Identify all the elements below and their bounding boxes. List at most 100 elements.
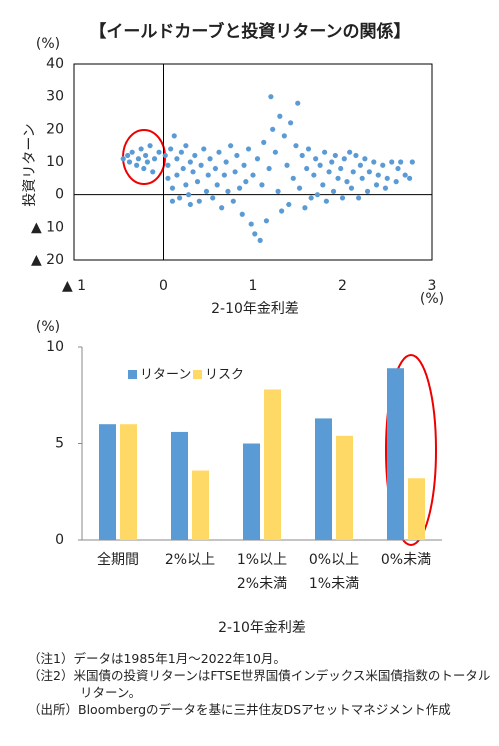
point bbox=[126, 159, 133, 165]
point bbox=[366, 169, 372, 175]
x-tick-label: 1%以上 2%未満 bbox=[236, 552, 288, 592]
point bbox=[201, 146, 207, 152]
point bbox=[248, 221, 254, 227]
point bbox=[169, 198, 176, 204]
point bbox=[329, 159, 335, 165]
point bbox=[330, 188, 337, 194]
x-axis-label: 2-10年金利差 bbox=[218, 620, 306, 636]
point bbox=[373, 182, 380, 188]
point bbox=[382, 185, 389, 191]
point bbox=[407, 175, 413, 181]
point bbox=[234, 152, 240, 159]
point bbox=[214, 182, 220, 188]
y-tick-label: 30 bbox=[46, 89, 64, 105]
point bbox=[313, 156, 319, 162]
point bbox=[171, 133, 177, 139]
point bbox=[162, 152, 168, 159]
point bbox=[308, 195, 314, 201]
point bbox=[284, 162, 290, 168]
point bbox=[198, 162, 204, 168]
point bbox=[232, 169, 238, 175]
point bbox=[277, 113, 283, 119]
bar bbox=[315, 418, 332, 540]
point bbox=[120, 156, 126, 162]
point bbox=[135, 156, 142, 162]
point bbox=[245, 146, 252, 152]
point bbox=[185, 192, 192, 198]
note: （注2）米国債の投資リターンはFTSE世界国債インデックス米国債指数のトータルリ… bbox=[28, 668, 491, 700]
note: （注1）データは1985年1月～2022年10月。 bbox=[28, 651, 286, 666]
point bbox=[169, 185, 176, 191]
point bbox=[187, 159, 193, 165]
bar bbox=[99, 424, 116, 540]
point bbox=[174, 172, 180, 178]
point bbox=[180, 165, 186, 172]
x-tick-label: 全期間 bbox=[97, 552, 139, 568]
bar bbox=[387, 368, 404, 540]
point bbox=[335, 175, 341, 181]
point bbox=[263, 218, 270, 224]
point bbox=[168, 146, 174, 152]
title: 【イールドカーブと投資リターンの関係】 bbox=[89, 21, 410, 42]
point bbox=[138, 146, 144, 152]
point bbox=[322, 149, 328, 155]
legend-swatch bbox=[128, 370, 137, 379]
point bbox=[311, 172, 317, 178]
point bbox=[395, 165, 401, 172]
point bbox=[147, 143, 153, 149]
point bbox=[165, 175, 171, 181]
point bbox=[143, 152, 149, 159]
point bbox=[270, 126, 276, 132]
x-tick-label: 0 bbox=[159, 278, 168, 294]
point bbox=[156, 149, 162, 155]
x-tick-label: 1 bbox=[249, 278, 258, 294]
y-tick-label: 10 bbox=[46, 339, 64, 355]
point bbox=[261, 139, 267, 145]
point bbox=[268, 94, 274, 100]
y-tick-label: 5 bbox=[55, 436, 64, 452]
point bbox=[402, 172, 408, 178]
point bbox=[375, 172, 381, 178]
x-tick-label: 2%以上 bbox=[164, 552, 216, 568]
point bbox=[187, 201, 193, 208]
point bbox=[192, 152, 198, 159]
point bbox=[230, 198, 236, 204]
x-tick-label: 0%未満 bbox=[380, 552, 432, 568]
point bbox=[241, 162, 247, 168]
y-tick-label: ▲ 20 bbox=[31, 252, 64, 268]
point bbox=[223, 159, 229, 165]
x-tick-label: 0%以上 1%未満 bbox=[308, 552, 360, 592]
point bbox=[129, 149, 135, 155]
point bbox=[190, 169, 196, 175]
point bbox=[259, 182, 265, 188]
point bbox=[141, 165, 147, 172]
x-tick-label: 2 bbox=[338, 278, 347, 294]
point bbox=[359, 175, 365, 181]
point bbox=[281, 133, 287, 139]
point bbox=[323, 198, 329, 204]
point bbox=[356, 195, 362, 201]
point bbox=[286, 201, 292, 208]
point bbox=[380, 162, 386, 168]
point bbox=[364, 188, 371, 194]
bar bbox=[120, 424, 137, 540]
point bbox=[183, 143, 189, 149]
x-unit: (%) bbox=[420, 291, 444, 307]
legend-label: リターン bbox=[140, 368, 191, 383]
point bbox=[203, 188, 210, 194]
point bbox=[210, 195, 216, 201]
point bbox=[150, 169, 156, 175]
point bbox=[344, 179, 350, 185]
point bbox=[398, 159, 404, 165]
point bbox=[350, 169, 356, 175]
point bbox=[165, 162, 171, 168]
point bbox=[287, 120, 294, 126]
point bbox=[221, 172, 227, 178]
legend-label: リスク bbox=[205, 368, 244, 383]
y-tick-label: 20 bbox=[46, 121, 64, 137]
point bbox=[299, 152, 305, 159]
plot-frame bbox=[73, 63, 433, 261]
note: （出所）Bloombergのデータを基に三井住友DSアセットマネジメント作成 bbox=[28, 702, 451, 717]
point bbox=[302, 205, 308, 211]
